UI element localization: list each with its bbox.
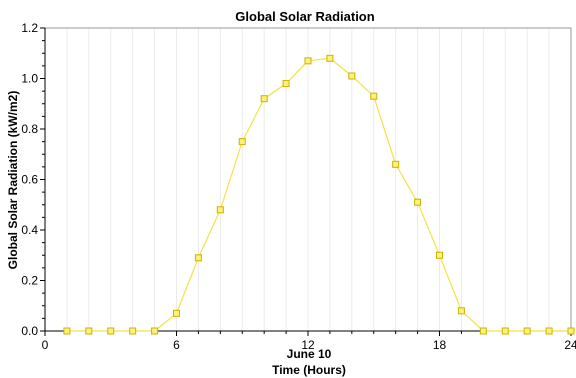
data-point-marker bbox=[194, 254, 202, 262]
x-axis-title: Time (Hours) bbox=[272, 363, 346, 377]
data-point-marker bbox=[545, 327, 553, 335]
x-tick-label: 24 bbox=[564, 338, 576, 352]
data-point-marker bbox=[304, 57, 312, 65]
x-tick-label: 18 bbox=[433, 338, 447, 352]
series-polyline bbox=[66, 57, 571, 332]
data-point-marker bbox=[129, 327, 137, 335]
data-point-marker bbox=[216, 206, 224, 214]
data-point-marker bbox=[348, 72, 356, 80]
data-point-marker bbox=[326, 54, 334, 62]
y-tick-label: 0.0 bbox=[21, 324, 38, 338]
y-tick-label: 0.2 bbox=[21, 274, 38, 288]
data-point-marker bbox=[523, 327, 531, 335]
data-point-marker bbox=[436, 251, 443, 259]
y-tick-label: 0.4 bbox=[21, 223, 38, 237]
data-point-marker bbox=[282, 80, 290, 88]
data-point-marker bbox=[414, 198, 422, 206]
data-point-marker bbox=[260, 95, 268, 103]
data-point-marker bbox=[370, 92, 378, 100]
data-point-marker bbox=[151, 327, 159, 335]
y-tick-label: 1.2 bbox=[21, 21, 38, 35]
data-point-marker bbox=[107, 327, 115, 335]
y-tick-label: 0.8 bbox=[21, 122, 38, 136]
data-point-marker bbox=[173, 309, 180, 317]
y-axis-title: Global Solar Radiation (kW/m2) bbox=[6, 91, 20, 270]
chart-title: Global Solar Radiation bbox=[235, 9, 374, 24]
data-point-marker bbox=[501, 327, 509, 335]
data-point-marker bbox=[457, 307, 465, 315]
series-line bbox=[66, 57, 571, 332]
data-point-marker bbox=[392, 160, 400, 168]
x-axis-date-label: June 10 bbox=[287, 347, 332, 361]
data-point-marker bbox=[479, 327, 487, 335]
series-markers bbox=[63, 54, 575, 335]
x-tick-label: 0 bbox=[42, 338, 49, 352]
x-tick-label: 12 bbox=[301, 338, 315, 352]
x-tick-label: 6 bbox=[173, 338, 180, 352]
data-point-marker bbox=[85, 327, 93, 335]
data-point-marker bbox=[63, 327, 71, 335]
data-point-marker bbox=[567, 327, 575, 335]
data-point-marker bbox=[238, 138, 246, 146]
y-tick-label: 1.0 bbox=[21, 72, 38, 86]
vertical-gridlines bbox=[66, 28, 550, 331]
y-tick-label: 0.6 bbox=[21, 173, 38, 187]
